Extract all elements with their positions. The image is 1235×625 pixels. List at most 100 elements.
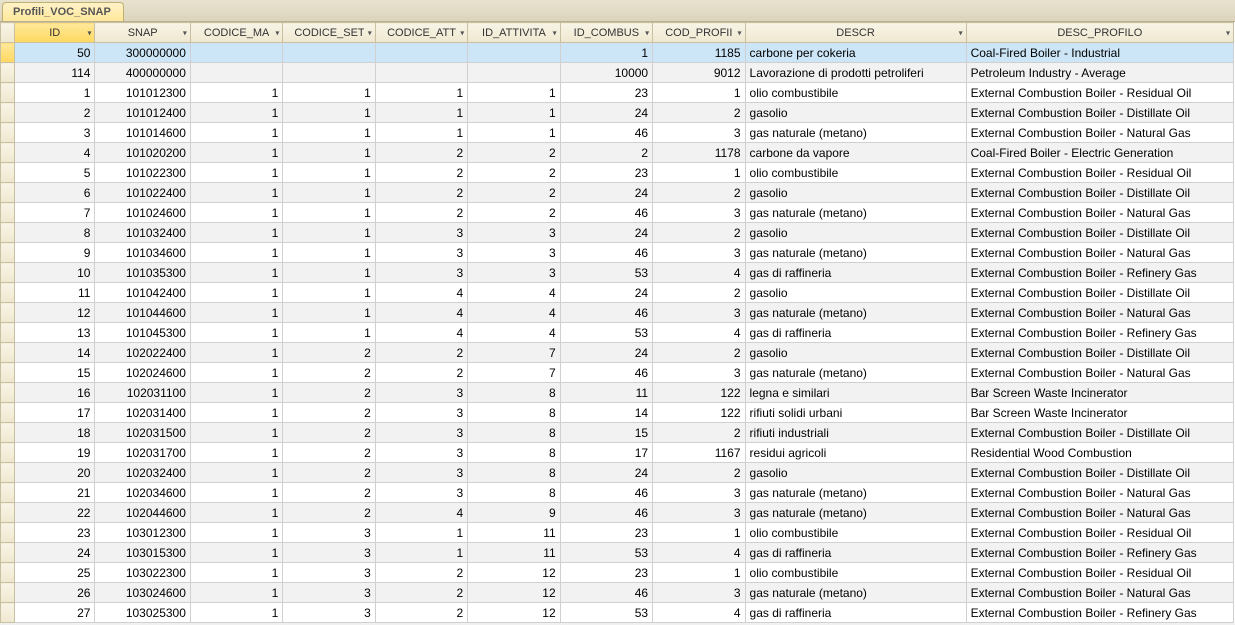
cell-cod_profii[interactable]: 1185 (653, 43, 745, 63)
cell-desc_profilo[interactable]: External Combustion Boiler - Natural Gas (966, 503, 1233, 523)
column-header-desc_profilo[interactable]: DESC_PROFILO▾ (966, 23, 1233, 43)
cell-codice_ma[interactable]: 1 (190, 123, 282, 143)
cell-desc_profilo[interactable]: External Combustion Boiler - Natural Gas (966, 583, 1233, 603)
cell-descr[interactable]: gasolio (745, 343, 966, 363)
cell-codice_set[interactable]: 2 (283, 383, 375, 403)
cell-id[interactable]: 20 (15, 463, 95, 483)
cell-codice_att[interactable] (375, 63, 467, 83)
cell-codice_ma[interactable]: 1 (190, 423, 282, 443)
row-selector[interactable] (1, 423, 15, 443)
cell-id_attivita[interactable]: 11 (468, 523, 560, 543)
cell-codice_ma[interactable]: 1 (190, 343, 282, 363)
row-selector[interactable] (1, 183, 15, 203)
cell-desc_profilo[interactable]: External Combustion Boiler - Natural Gas (966, 483, 1233, 503)
cell-codice_set[interactable]: 1 (283, 123, 375, 143)
filter-dropdown-icon[interactable]: ▾ (460, 28, 464, 37)
cell-snap[interactable]: 102044600 (95, 503, 190, 523)
filter-dropdown-icon[interactable]: ▾ (1226, 28, 1230, 37)
cell-codice_ma[interactable]: 1 (190, 183, 282, 203)
cell-snap[interactable]: 101032400 (95, 223, 190, 243)
cell-id_combus[interactable]: 1 (560, 43, 652, 63)
cell-descr[interactable]: carbone da vapore (745, 143, 966, 163)
cell-snap[interactable]: 103012300 (95, 523, 190, 543)
cell-codice_ma[interactable]: 1 (190, 203, 282, 223)
row-selector[interactable] (1, 123, 15, 143)
cell-id_combus[interactable]: 46 (560, 303, 652, 323)
cell-id[interactable]: 12 (15, 303, 95, 323)
cell-cod_profii[interactable]: 3 (653, 483, 745, 503)
cell-desc_profilo[interactable]: External Combustion Boiler - Residual Oi… (966, 163, 1233, 183)
table-row[interactable]: 11010123001111231olio combustibileExtern… (1, 83, 1234, 103)
cell-descr[interactable]: gas di raffineria (745, 603, 966, 623)
cell-codice_ma[interactable]: 1 (190, 483, 282, 503)
cell-id_attivita[interactable]: 1 (468, 123, 560, 143)
cell-descr[interactable]: olio combustibile (745, 83, 966, 103)
cell-descr[interactable]: gas naturale (metano) (745, 123, 966, 143)
cell-id_attivita[interactable]: 2 (468, 203, 560, 223)
cell-desc_profilo[interactable]: External Combustion Boiler - Distillate … (966, 343, 1233, 363)
cell-cod_profii[interactable]: 3 (653, 503, 745, 523)
cell-cod_profii[interactable]: 2 (653, 423, 745, 443)
cell-desc_profilo[interactable]: External Combustion Boiler - Refinery Ga… (966, 543, 1233, 563)
cell-codice_set[interactable]: 1 (283, 183, 375, 203)
cell-cod_profii[interactable]: 2 (653, 223, 745, 243)
cell-codice_ma[interactable]: 1 (190, 503, 282, 523)
table-row[interactable]: 131010453001144534gas di raffineriaExter… (1, 323, 1234, 343)
table-row[interactable]: 4101020200112221178carbone da vaporeCoal… (1, 143, 1234, 163)
cell-descr[interactable]: gasolio (745, 183, 966, 203)
cell-cod_profii[interactable]: 1 (653, 523, 745, 543)
cell-id_combus[interactable]: 24 (560, 343, 652, 363)
cell-descr[interactable]: gasolio (745, 463, 966, 483)
cell-codice_set[interactable]: 3 (283, 523, 375, 543)
cell-desc_profilo[interactable]: External Combustion Boiler - Residual Oi… (966, 563, 1233, 583)
column-header-cod_profii[interactable]: COD_PROFII▾ (653, 23, 745, 43)
cell-id_combus[interactable]: 53 (560, 263, 652, 283)
cell-id[interactable]: 4 (15, 143, 95, 163)
cell-codice_att[interactable]: 3 (375, 483, 467, 503)
cell-snap[interactable]: 103022300 (95, 563, 190, 583)
filter-dropdown-icon[interactable]: ▾ (553, 28, 557, 37)
cell-snap[interactable]: 101012300 (95, 83, 190, 103)
cell-id_attivita[interactable]: 11 (468, 543, 560, 563)
cell-descr[interactable]: gas naturale (metano) (745, 483, 966, 503)
cell-id[interactable]: 24 (15, 543, 95, 563)
row-selector[interactable] (1, 223, 15, 243)
cell-id_attivita[interactable]: 4 (468, 323, 560, 343)
cell-codice_att[interactable]: 1 (375, 83, 467, 103)
table-row[interactable]: 2610302460013212463gas naturale (metano)… (1, 583, 1234, 603)
cell-descr[interactable]: gasolio (745, 223, 966, 243)
cell-descr[interactable]: carbone per cokeria (745, 43, 966, 63)
cell-codice_ma[interactable] (190, 63, 282, 83)
cell-cod_profii[interactable]: 1 (653, 83, 745, 103)
cell-codice_ma[interactable]: 1 (190, 383, 282, 403)
cell-id_attivita[interactable]: 8 (468, 403, 560, 423)
cell-cod_profii[interactable]: 3 (653, 203, 745, 223)
cell-cod_profii[interactable]: 2 (653, 283, 745, 303)
cell-id_attivita[interactable]: 4 (468, 303, 560, 323)
cell-desc_profilo[interactable]: External Combustion Boiler - Natural Gas (966, 363, 1233, 383)
row-selector[interactable] (1, 563, 15, 583)
cell-id[interactable]: 1 (15, 83, 95, 103)
tab-profili-voc-snap[interactable]: Profili_VOC_SNAP (2, 2, 124, 21)
filter-dropdown-icon[interactable]: ▾ (275, 28, 279, 37)
cell-snap[interactable]: 101035300 (95, 263, 190, 283)
cell-cod_profii[interactable]: 122 (653, 383, 745, 403)
cell-codice_set[interactable]: 3 (283, 583, 375, 603)
cell-id[interactable]: 23 (15, 523, 95, 543)
cell-snap[interactable]: 102031400 (95, 403, 190, 423)
table-row[interactable]: 181020315001238152rifiuti industrialiExt… (1, 423, 1234, 443)
cell-cod_profii[interactable]: 3 (653, 583, 745, 603)
cell-id_combus[interactable]: 53 (560, 323, 652, 343)
cell-codice_att[interactable]: 4 (375, 323, 467, 343)
cell-id_combus[interactable]: 23 (560, 523, 652, 543)
table-row[interactable]: 121010446001144463gas naturale (metano)E… (1, 303, 1234, 323)
cell-codice_ma[interactable]: 1 (190, 563, 282, 583)
cell-codice_ma[interactable]: 1 (190, 83, 282, 103)
cell-codice_att[interactable]: 3 (375, 263, 467, 283)
cell-codice_set[interactable] (283, 63, 375, 83)
cell-codice_att[interactable]: 3 (375, 463, 467, 483)
cell-codice_att[interactable]: 3 (375, 383, 467, 403)
cell-id[interactable]: 26 (15, 583, 95, 603)
filter-dropdown-icon[interactable]: ▾ (368, 28, 372, 37)
cell-codice_ma[interactable] (190, 43, 282, 63)
